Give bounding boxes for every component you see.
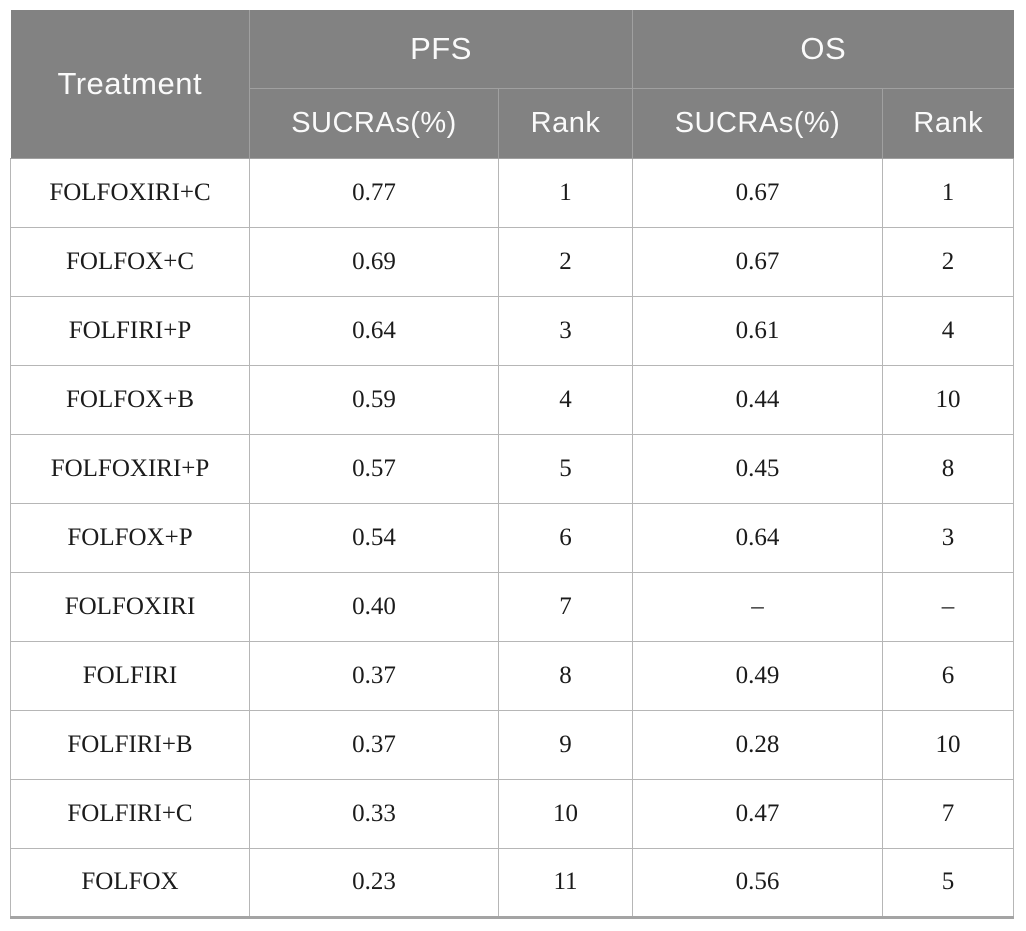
pfs-sucra-cell: 0.33 — [249, 778, 499, 849]
treatment-cell: FOLFOX+P — [10, 502, 250, 573]
pfs-sucra-cell: 0.57 — [249, 433, 499, 504]
pfs-sucra-cell: 0.69 — [249, 226, 499, 297]
treatment-cell: FOLFOXIRI+P — [10, 433, 250, 504]
pfs-sucra-cell: 0.23 — [249, 847, 499, 918]
table-row: FOLFOXIRI+P 0.57 5 0.45 8 — [10, 433, 1015, 504]
table-row: FOLFIRI 0.37 8 0.49 6 — [10, 640, 1015, 711]
pfs-sucra-cell: 0.40 — [249, 571, 499, 642]
column-group-os: OS — [632, 10, 1014, 89]
os-rank-cell: 6 — [882, 640, 1015, 711]
header-group-row: Treatment PFS OS — [10, 10, 1014, 159]
os-sucra-cell: – — [632, 571, 884, 642]
table-row: FOLFIRI+C 0.33 10 0.47 7 — [10, 778, 1015, 849]
treatment-cell: FOLFIRI+B — [10, 709, 250, 780]
pfs-sucra-cell: 0.64 — [249, 295, 499, 366]
column-header-pfs-rank: Rank — [497, 87, 634, 159]
column-header-os-rank: Rank — [882, 87, 1014, 159]
os-sucra-cell: 0.45 — [632, 433, 884, 504]
pfs-rank-cell: 9 — [497, 709, 634, 780]
os-rank-cell: 1 — [882, 157, 1015, 228]
table-row: FOLFOXIRI+C 0.77 1 0.67 1 — [10, 157, 1015, 228]
pfs-rank-cell: 7 — [497, 571, 634, 642]
treatment-cell: FOLFIRI+P — [10, 295, 250, 366]
pfs-rank-cell: 3 — [497, 295, 634, 366]
os-sucra-cell: 0.67 — [632, 226, 884, 297]
os-rank-cell: 10 — [882, 364, 1015, 435]
os-sucra-cell: 0.56 — [632, 847, 884, 918]
os-sucra-cell: 0.64 — [632, 502, 884, 573]
column-header-os-sucras: SUCRAs(%) — [632, 87, 884, 159]
os-rank-cell: – — [882, 571, 1015, 642]
column-group-pfs: PFS — [248, 10, 634, 89]
treatment-cell: FOLFIRI+C — [10, 778, 250, 849]
os-sucra-cell: 0.67 — [632, 157, 884, 228]
os-sucra-cell: 0.44 — [632, 364, 884, 435]
pfs-rank-cell: 11 — [497, 847, 634, 918]
treatment-cell: FOLFOX — [10, 847, 250, 918]
table-row: FOLFOX 0.23 11 0.56 5 — [10, 847, 1015, 918]
pfs-sucra-cell: 0.77 — [249, 157, 499, 228]
os-rank-cell: 2 — [882, 226, 1015, 297]
pfs-rank-cell: 5 — [497, 433, 634, 504]
os-rank-cell: 3 — [882, 502, 1015, 573]
pfs-rank-cell: 4 — [497, 364, 634, 435]
table-header: Treatment PFS OS SUCRAs(%) Rank SUCRAs(%… — [10, 10, 1014, 159]
column-header-pfs-sucras: SUCRAs(%) — [249, 87, 499, 159]
pfs-sucra-cell: 0.37 — [249, 640, 499, 711]
pfs-rank-cell: 10 — [497, 778, 634, 849]
table-row: FOLFOX+C 0.69 2 0.67 2 — [10, 226, 1015, 297]
pfs-rank-cell: 8 — [497, 640, 634, 711]
column-header-treatment: Treatment — [10, 10, 250, 159]
os-sucra-cell: 0.49 — [632, 640, 884, 711]
os-rank-cell: 10 — [882, 709, 1015, 780]
treatment-cell: FOLFOX+B — [10, 364, 250, 435]
os-sucra-cell: 0.61 — [632, 295, 884, 366]
sucra-ranking-table: Treatment PFS OS SUCRAs(%) Rank SUCRAs(%… — [10, 10, 1015, 919]
pfs-rank-cell: 6 — [497, 502, 634, 573]
os-rank-cell: 5 — [882, 847, 1015, 918]
pfs-sucra-cell: 0.54 — [249, 502, 499, 573]
header-sub-row: SUCRAs(%) Rank SUCRAs(%) Rank — [11, 87, 1014, 159]
pfs-sucra-cell: 0.37 — [249, 709, 499, 780]
table-row: FOLFOX+P 0.54 6 0.64 3 — [10, 502, 1015, 573]
treatment-cell: FOLFOX+C — [10, 226, 250, 297]
pfs-rank-cell: 1 — [497, 157, 634, 228]
os-rank-cell: 4 — [882, 295, 1015, 366]
pfs-sucra-cell: 0.59 — [249, 364, 499, 435]
os-rank-cell: 8 — [882, 433, 1015, 504]
os-rank-cell: 7 — [882, 778, 1015, 849]
table-row: FOLFOXIRI 0.40 7– – — [10, 571, 1015, 642]
table-row: FOLFIRI+B 0.37 9 0.28 10 — [10, 709, 1015, 780]
treatment-cell: FOLFOXIRI+C — [10, 157, 250, 228]
treatment-cell: FOLFOXIRI — [10, 571, 250, 642]
treatment-cell: FOLFIRI — [10, 640, 250, 711]
table-row: FOLFIRI+P 0.64 3 0.61 4 — [10, 295, 1015, 366]
os-sucra-cell: 0.28 — [632, 709, 884, 780]
table-body: FOLFOXIRI+C 0.77 1 0.67 1 FOLFOX+C 0.69 2 0.67 2 F… — [10, 157, 1015, 918]
pfs-rank-cell: 2 — [497, 226, 634, 297]
table-row: FOLFOX+B 0.59 4 0.44 10 — [10, 364, 1015, 435]
os-sucra-cell: 0.47 — [632, 778, 884, 849]
